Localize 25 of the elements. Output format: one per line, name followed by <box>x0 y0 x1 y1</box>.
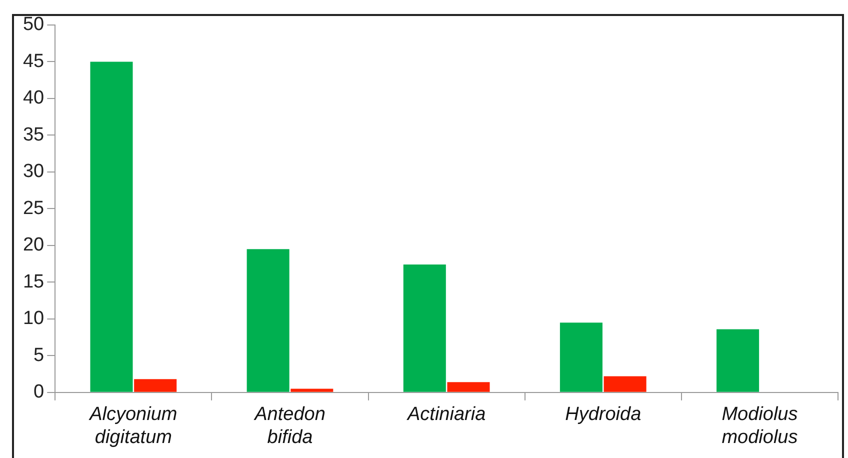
y-tick-label: 15 <box>22 271 44 292</box>
bar <box>90 62 133 392</box>
x-tick-label: Antedon bifida <box>254 404 326 448</box>
bar <box>447 382 490 392</box>
bar <box>403 264 446 392</box>
bar <box>246 249 290 392</box>
bar <box>134 379 177 392</box>
y-tick-label: 5 <box>34 344 44 366</box>
bar <box>290 388 334 392</box>
y-tick-label: 0 <box>34 382 44 403</box>
x-tick-label: Hydroida <box>565 404 642 426</box>
y-tick-label: 35 <box>22 124 44 146</box>
x-tick-label: Modiolus modiolus <box>722 404 798 448</box>
y-tick-label: 30 <box>22 161 44 182</box>
y-tick-label: 25 <box>22 198 44 219</box>
y-tick-label: 40 <box>22 88 44 109</box>
y-tick-label: 45 <box>22 50 44 72</box>
x-tick-label: Alcyonium digitatum <box>88 404 178 448</box>
y-tick-label: 50 <box>22 14 44 36</box>
bar <box>560 322 602 392</box>
bar <box>604 376 646 392</box>
bar <box>716 329 760 392</box>
y-tick-label: 20 <box>22 234 44 256</box>
y-tick-label: 10 <box>22 308 44 330</box>
x-tick-label: Actiniaria <box>406 404 486 426</box>
